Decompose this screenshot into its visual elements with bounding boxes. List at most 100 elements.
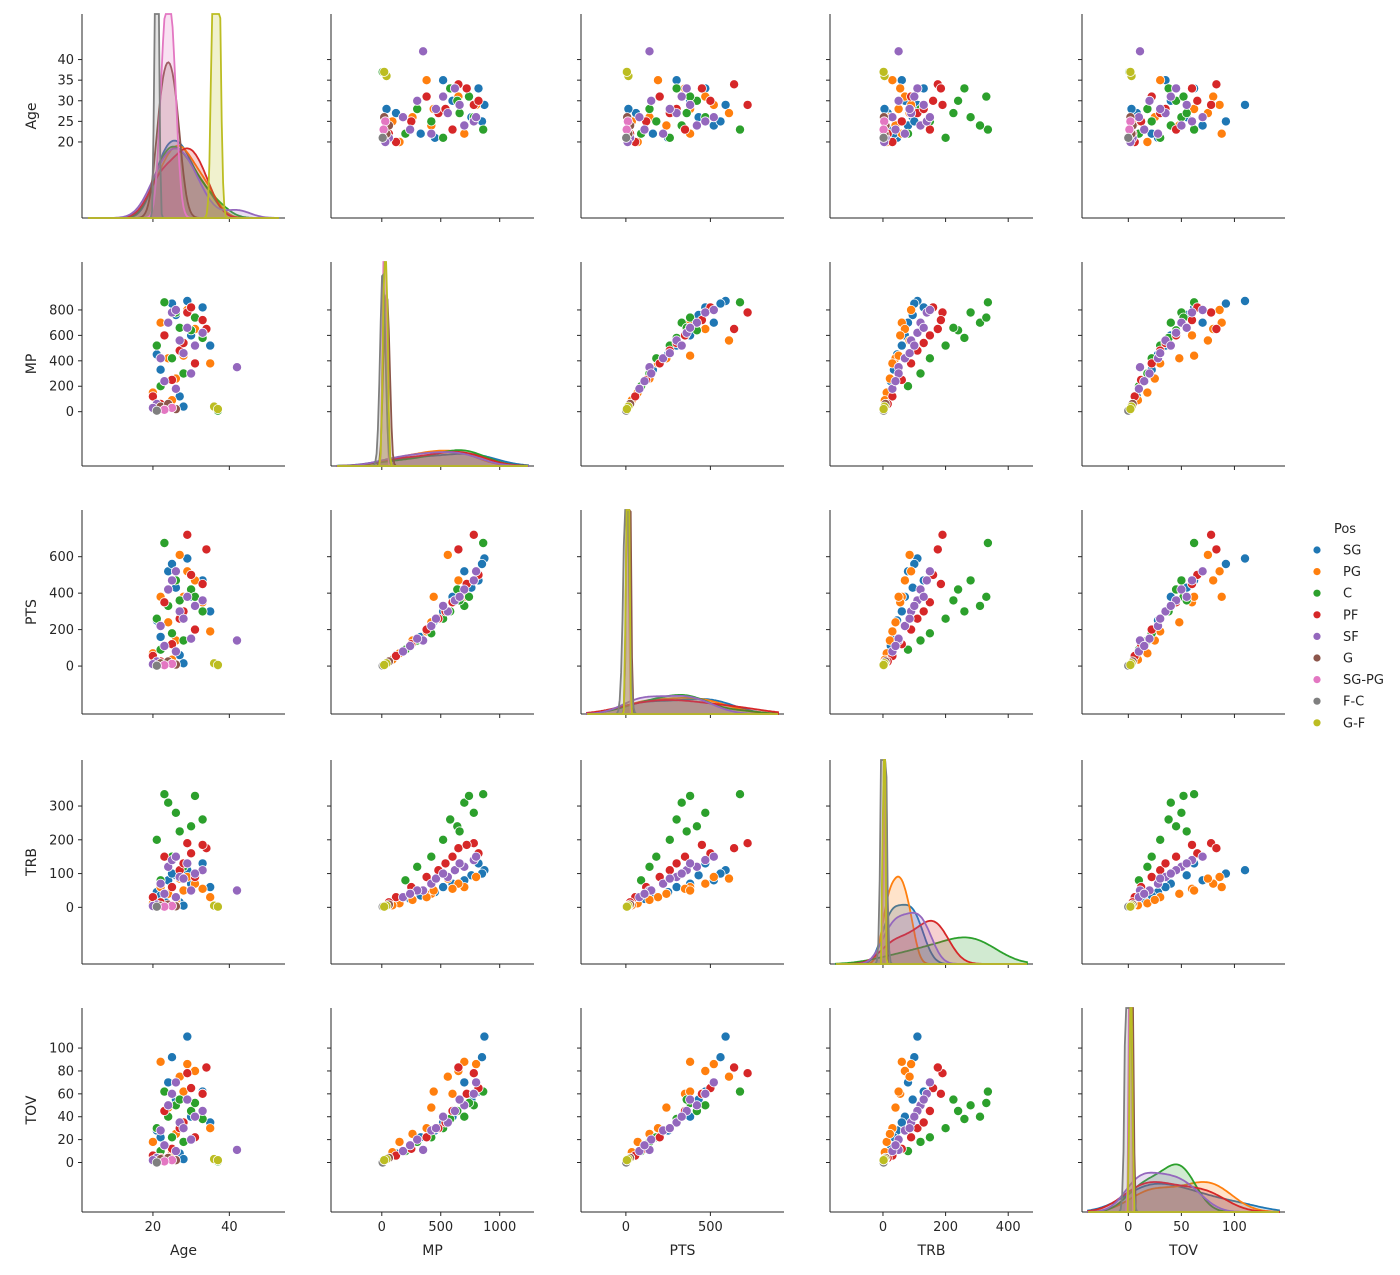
x-tick-label: 0 — [622, 1220, 630, 1235]
legend-label-sf: SF — [1343, 630, 1359, 645]
scatter-point-sf — [644, 46, 655, 57]
scatter-point-pg — [1214, 304, 1225, 315]
scatter-point-c — [981, 1098, 992, 1109]
scatter-point-f-c — [1123, 132, 1134, 143]
scatter-point-pg — [661, 1102, 672, 1113]
scatter-point-pg — [421, 75, 432, 86]
scatter-point-pf — [453, 1062, 464, 1073]
scatter-point-c — [691, 821, 702, 832]
scatter-point-pf — [189, 624, 200, 635]
scatter-point-sf — [430, 104, 441, 115]
scatter-point-sg — [715, 1052, 726, 1063]
scatter-point-sf — [893, 95, 904, 106]
scatter-point-pg — [1149, 894, 1160, 905]
scatter-point-sg — [720, 1031, 731, 1042]
scatter-point-c — [676, 797, 687, 808]
scatter-point-sf — [685, 322, 696, 333]
scatter-point-g-f — [621, 1155, 632, 1166]
scatter-point-pg — [1202, 549, 1213, 560]
scatter-point-pg — [1208, 575, 1219, 586]
y-tick-label: 20 — [57, 1133, 74, 1148]
scatter-point-sg — [166, 1052, 177, 1063]
scatter-point-sf — [664, 104, 675, 115]
scatter-point-pg — [700, 1066, 711, 1077]
scatter-point-sg — [415, 128, 426, 139]
scatter-point-sf — [899, 128, 910, 139]
scatter-point-pg — [904, 549, 915, 560]
scatter-point-pf — [1206, 99, 1217, 110]
scatter-point-pg — [1142, 387, 1153, 398]
scatter-point-c — [965, 307, 976, 318]
scatter-point-g-f — [621, 901, 632, 912]
scatter-point-c — [1163, 814, 1174, 825]
scatter-point-c — [940, 1123, 951, 1134]
y-tick-label: 0 — [66, 405, 74, 420]
legend-marker-sg-pg — [1313, 676, 1321, 684]
scatter-point-pf — [461, 83, 472, 94]
scatter-point-pf — [453, 544, 464, 555]
y-axis-label-tov: TOV — [24, 1095, 40, 1125]
scatter-point-f-c — [151, 1157, 162, 1168]
scatter-point-sg — [1181, 870, 1192, 881]
scatter-point-c — [975, 120, 986, 131]
scatter-point-pg — [205, 626, 216, 637]
scatter-point-pf — [937, 99, 948, 110]
scatter-point-sf — [231, 635, 242, 646]
scatter-point-sf — [890, 124, 901, 135]
scatter-point-pg — [1216, 882, 1227, 893]
scatter-point-c — [1146, 851, 1157, 862]
scatter-point-pf — [742, 307, 753, 318]
scatter-point-sf — [155, 878, 166, 889]
scatter-point-c — [1181, 826, 1192, 837]
scatter-point-sf — [170, 646, 181, 657]
scatter-point-pf — [182, 529, 193, 540]
scatter-point-sf — [189, 600, 200, 611]
scatter-point-pf — [197, 579, 208, 590]
scatter-point-sf — [438, 868, 449, 879]
scatter-point-c — [197, 814, 208, 825]
scatter-point-sg — [896, 75, 907, 86]
scatter-point-sf — [170, 566, 181, 577]
axes-layer: 2025303540020040060080002004006000100200… — [49, 14, 1285, 1235]
scatter-point-c — [1142, 861, 1153, 872]
x-axis-label-mp: MP — [422, 1243, 443, 1259]
scatter-point-pf — [1211, 323, 1222, 334]
scatter-point-c — [166, 1132, 177, 1143]
legend-label-c: C — [1343, 587, 1352, 602]
scatter-point-c — [1189, 124, 1200, 135]
scatter-point-sf — [685, 1094, 696, 1105]
legend-label-sg: SG — [1343, 544, 1361, 559]
scatter-point-c — [915, 368, 926, 379]
scatter-point-pg — [708, 1059, 719, 1070]
scatter-point-sf — [676, 1111, 687, 1122]
scatter-point-c — [671, 83, 682, 94]
x-axis-label-tov: TOV — [1168, 1243, 1198, 1259]
scatter-point-pf — [159, 330, 170, 341]
scatter-point-sf — [186, 633, 197, 644]
scatter-point-sf — [1133, 383, 1144, 394]
scatter-point-c — [953, 1106, 964, 1117]
kde-curve-sf — [336, 451, 529, 467]
scatter-point-sf — [1187, 307, 1198, 318]
scatter-point-pf — [1160, 858, 1171, 869]
scatter-point-pg — [428, 1086, 439, 1097]
kde-curve-f-c — [587, 509, 778, 715]
scatter-point-sf — [182, 858, 193, 869]
scatter-point-pf — [186, 848, 197, 859]
scatter-point-pg — [1174, 888, 1185, 899]
scatter-point-pf — [421, 91, 432, 102]
scatter-point-sf — [405, 124, 416, 135]
scatter-point-c — [981, 591, 992, 602]
scatter-point-c — [426, 851, 437, 862]
scatter-point-c — [959, 1114, 970, 1125]
scatter-point-sg — [479, 1031, 490, 1042]
scatter-point-g-f — [878, 1155, 889, 1166]
scatter-point-pf — [918, 337, 929, 348]
scatter-point-c — [636, 875, 647, 886]
scatter-point-f-c — [377, 132, 388, 143]
scatter-point-c — [981, 91, 992, 102]
scatter-point-pf — [166, 882, 177, 893]
scatter-point-sf — [1181, 322, 1192, 333]
scatter-point-c — [959, 83, 970, 94]
scatter-point-sg — [438, 75, 449, 86]
